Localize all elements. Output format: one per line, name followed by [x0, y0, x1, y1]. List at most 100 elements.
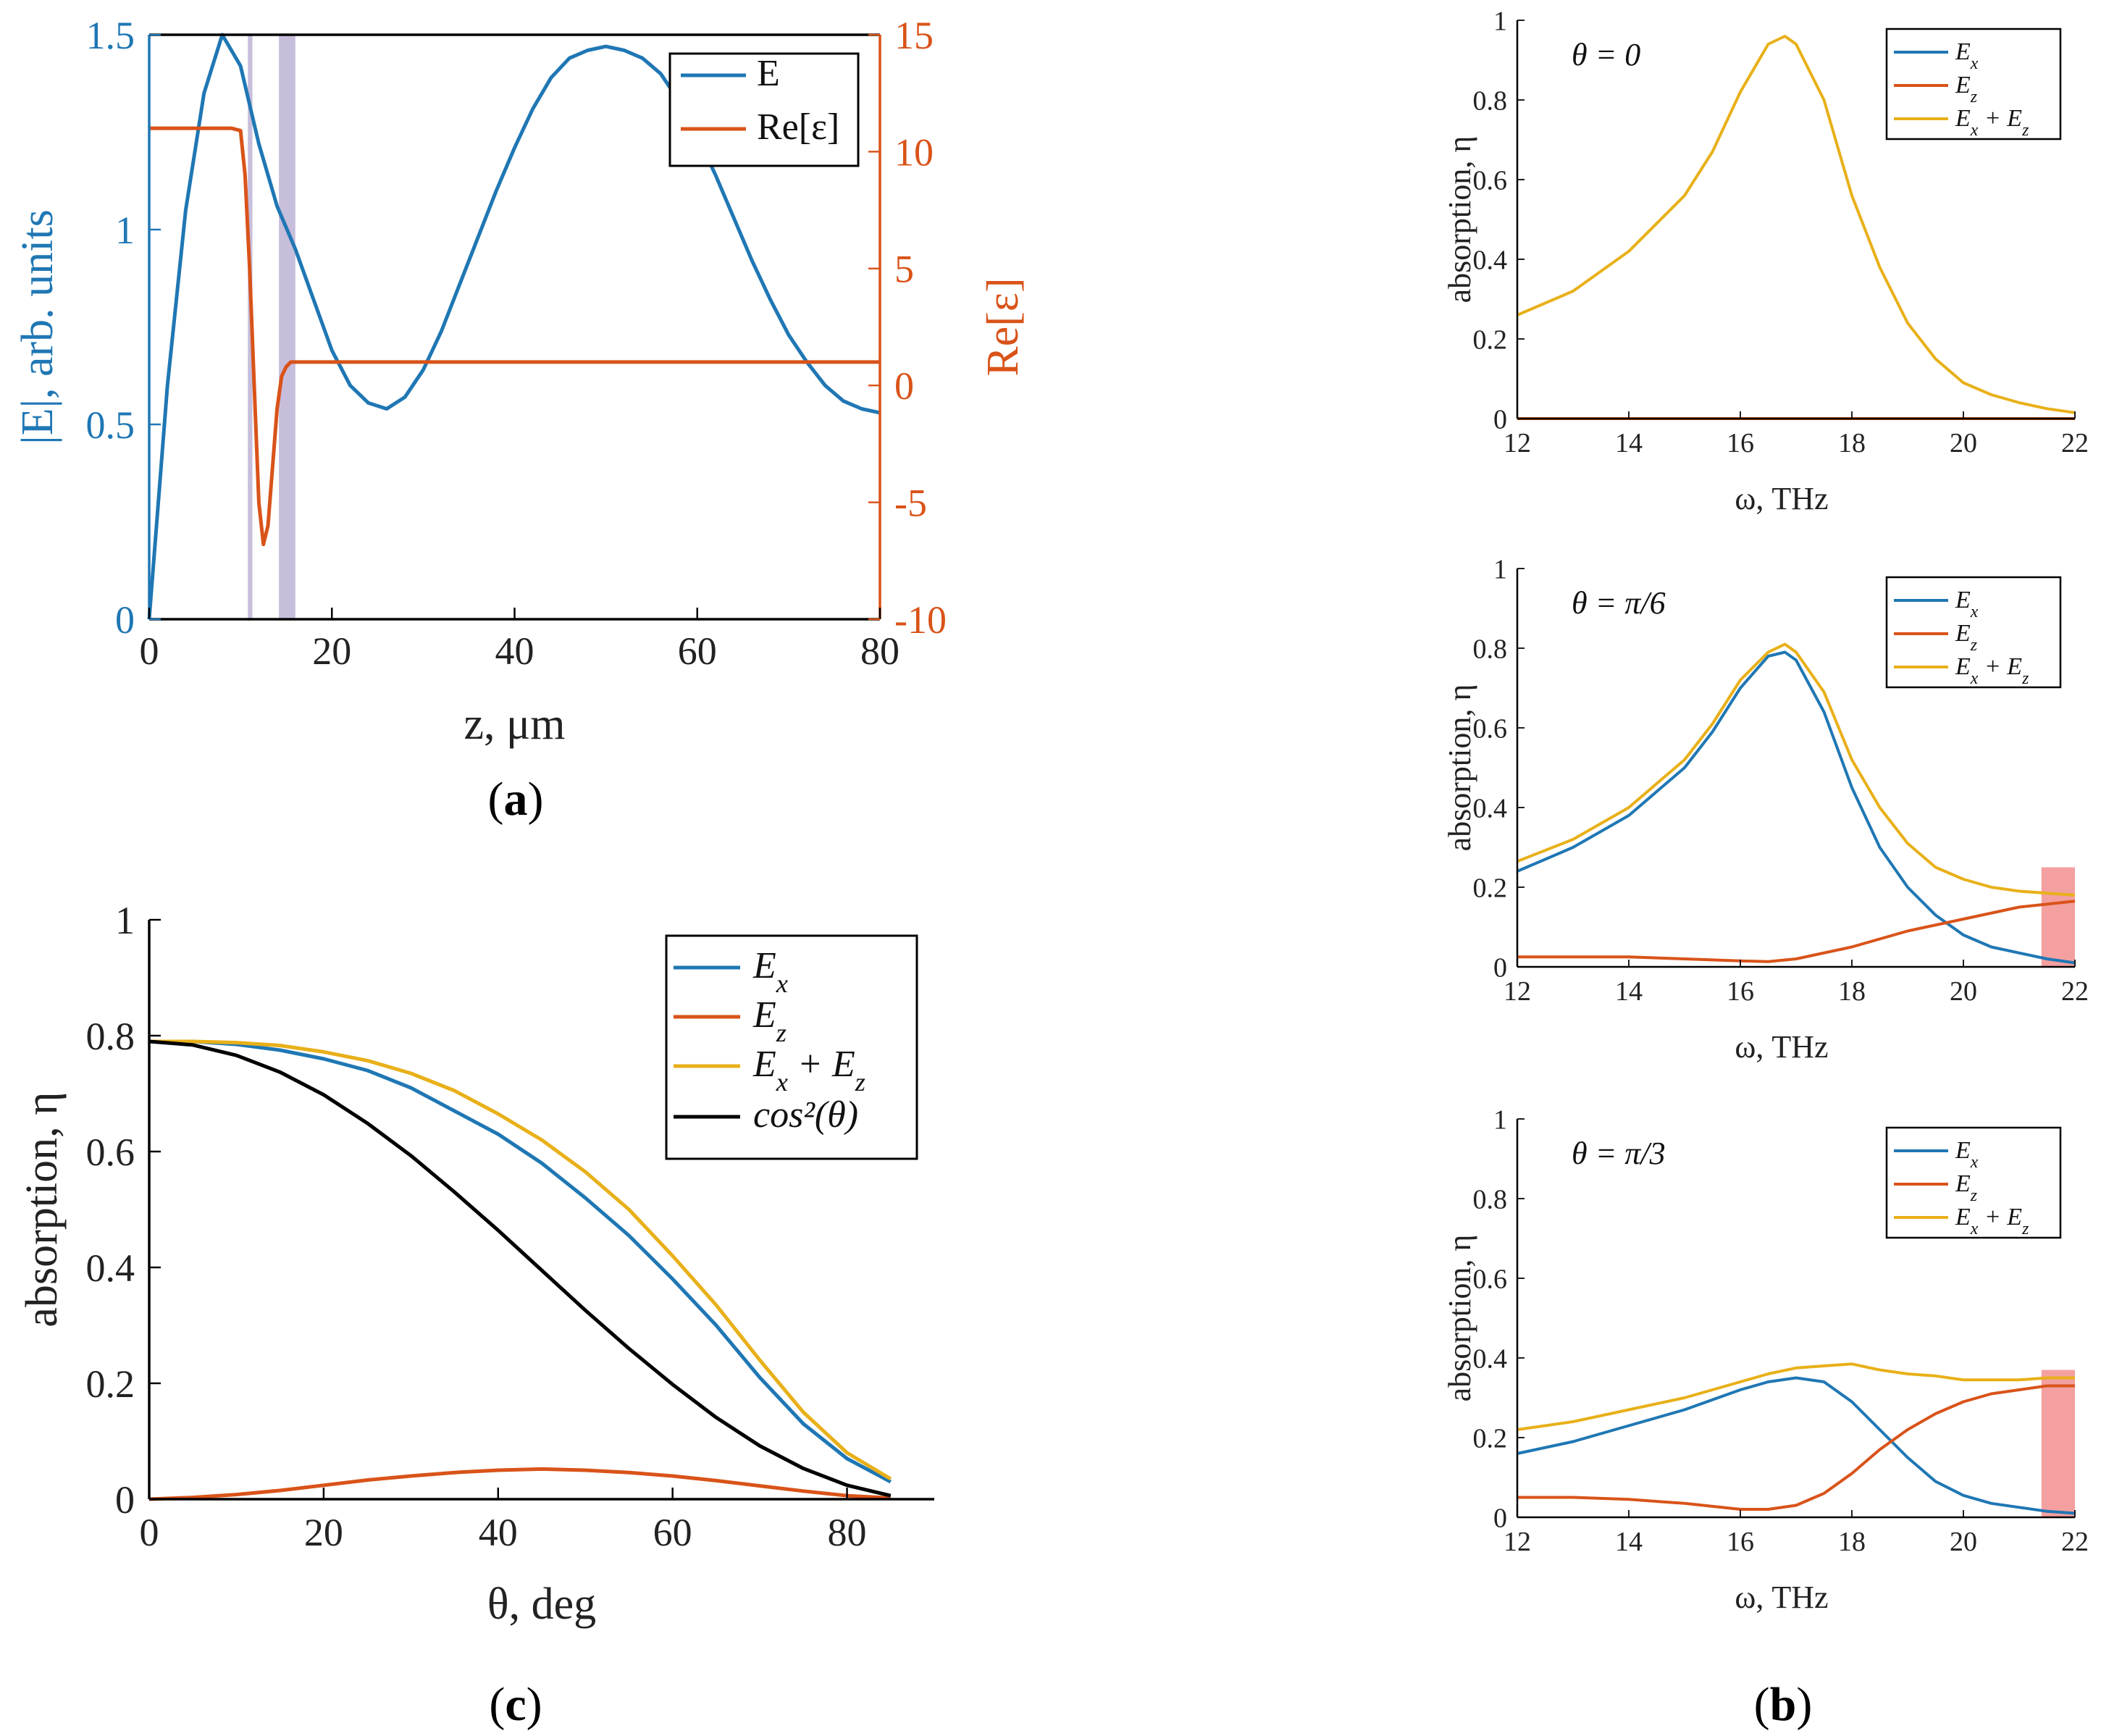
legend-label: Ez — [1955, 620, 1977, 655]
series-line-e-z — [1517, 900, 2076, 963]
y-tick-label: 1 — [1493, 6, 1507, 36]
legend-label: E — [757, 53, 780, 94]
x-tick-label: 22 — [2061, 428, 2089, 458]
y-tick-label: 0.8 — [86, 1015, 135, 1058]
x-tick-label: 18 — [1838, 1527, 1866, 1557]
panel-c: 0 20 40 60 80 0 0.2 0.4 0.6 0.8 1 θ, deg absorption,… — [17, 899, 934, 1731]
panel-label: (c) — [489, 1678, 542, 1731]
x-tick-label: 22 — [2061, 976, 2089, 1007]
y-tick-label: 0.2 — [86, 1362, 135, 1406]
panel-b1: 12 14 16 18 20 22 0 0.2 0.4 0.6 0.8 1 ω, THz absorpti… — [1442, 6, 2089, 516]
y-tick-label: 0 — [115, 598, 135, 642]
series-line-e-x-e-z — [1517, 35, 2076, 414]
y-axis-label: |E|, arb. units — [13, 209, 62, 444]
x-tick-label: 16 — [1727, 428, 1754, 458]
series-line-e-x — [149, 1039, 892, 1484]
legend-box — [668, 52, 860, 167]
y-tick-label: 0.4 — [1473, 793, 1508, 823]
legend-label: Ex — [752, 945, 788, 998]
series-line-e-x-e-z — [1517, 642, 2076, 897]
y-tick-label: 0.6 — [1473, 1264, 1508, 1294]
y-axis-label: absorption, η — [1442, 1235, 1477, 1402]
x-tick-label: 16 — [1727, 1527, 1754, 1557]
series-line-e-x-e-z — [149, 1039, 892, 1481]
y-tick-label: 0.2 — [1473, 873, 1508, 903]
y2-axis-label: Re[ε] — [978, 277, 1028, 376]
series-line-e-x — [1517, 1376, 2076, 1515]
panel-label: (a) — [488, 773, 544, 826]
y-tick-label: 0.8 — [1473, 1184, 1508, 1215]
legend-label: Ex — [1955, 587, 1979, 621]
x-tick-label: 12 — [1504, 428, 1531, 458]
y-tick-label: 0 — [1493, 404, 1507, 435]
highlight-band — [2041, 867, 2075, 967]
x-tick-label: 16 — [1727, 976, 1754, 1007]
y-tick-label: 0.4 — [86, 1246, 135, 1290]
legend-label: Ez — [752, 994, 787, 1047]
y-tick-label: 0.8 — [1473, 85, 1508, 116]
y-tick-label: 0.2 — [1473, 324, 1508, 355]
y2-tick-label: 15 — [894, 14, 934, 57]
y-tick-label: 0 — [1493, 952, 1507, 983]
x-tick-label: 80 — [860, 629, 899, 673]
x-axis-label: ω, THz — [1735, 1029, 1828, 1065]
legend-box — [665, 934, 918, 1160]
panel-annotation: θ = 0 — [1572, 37, 1640, 72]
panel-a: 0 20 40 60 80 0 0.5 1 1.5 -10 -5 0 5 10 15 z, μm |E|, ar… — [13, 14, 1028, 826]
y-axis-label: absorption, η — [17, 1091, 67, 1327]
series-line-e — [147, 33, 881, 620]
y2-tick-label: 0 — [894, 364, 914, 408]
x-tick-label: 60 — [653, 1511, 692, 1554]
y2-tick-label: 5 — [894, 248, 914, 291]
legend-label: Ex + Ez — [1955, 653, 2029, 688]
x-tick-label: 20 — [312, 629, 351, 673]
y-tick-label: 1 — [1493, 554, 1507, 584]
x-tick-label: 40 — [479, 1511, 518, 1554]
series-line-e-x-e-z — [1517, 1362, 2075, 1431]
y-axis-label: absorption, η — [1442, 684, 1477, 852]
y-tick-label: 1.5 — [86, 14, 135, 57]
x-tick-label: 20 — [1950, 428, 1977, 458]
highlight-band — [2041, 1370, 2075, 1517]
x-tick-label: 14 — [1615, 1527, 1643, 1557]
x-tick-label: 22 — [2061, 1527, 2089, 1557]
y-tick-label: 1 — [1493, 1104, 1507, 1135]
legend-label: Ex + Ez — [1955, 1204, 2029, 1238]
y-tick-label: 0.6 — [1473, 713, 1508, 744]
x-tick-label: 20 — [1950, 976, 1977, 1007]
x-tick-label: 14 — [1615, 428, 1643, 458]
series-line-e-z — [148, 1467, 891, 1501]
legend-label: Ex + Ez — [1955, 105, 2029, 140]
y-tick-label: 0.6 — [1473, 165, 1508, 196]
y-tick-label: 0.6 — [86, 1131, 135, 1174]
y-tick-label: 0 — [1493, 1503, 1507, 1533]
x-tick-label: 80 — [828, 1511, 867, 1554]
series-line-e-x — [1517, 650, 2076, 965]
y-tick-label: 0.8 — [1473, 634, 1508, 664]
y2-tick-label: 10 — [894, 130, 934, 174]
panel-b3: 12 14 16 18 20 22 0 0.2 0.4 0.6 0.8 1 ω, THz absorpti… — [1442, 1104, 2089, 1731]
x-axis-label: ω, THz — [1735, 1580, 1828, 1615]
x-tick-label: 18 — [1838, 976, 1866, 1007]
series-line-re- — [149, 126, 880, 547]
legend-label: Ex — [1955, 38, 1979, 73]
y-tick-label: 0.4 — [1473, 245, 1508, 275]
x-tick-label: 20 — [1950, 1527, 1977, 1557]
shaded-region-2 — [279, 35, 295, 619]
x-tick-label: 12 — [1504, 1527, 1531, 1557]
legend-box — [1885, 28, 2062, 141]
y2-tick-label: -10 — [894, 598, 947, 642]
y-tick-label: 0.2 — [1473, 1423, 1508, 1454]
y-tick-label: 0.5 — [86, 403, 135, 447]
x-tick-label: 12 — [1504, 976, 1531, 1007]
panel-label: (b) — [1754, 1678, 1813, 1731]
panel-annotation: θ = π/6 — [1572, 585, 1666, 621]
legend-label: Ex — [1955, 1137, 1979, 1172]
panel-annotation: θ = π/3 — [1572, 1136, 1666, 1171]
x-tick-label: 18 — [1838, 428, 1866, 458]
legend-label: cos²(θ) — [753, 1094, 858, 1136]
x-tick-label: 0 — [140, 1511, 159, 1554]
y-axis-label: absorption, η — [1442, 136, 1477, 303]
x-tick-label: 0 — [140, 629, 159, 673]
